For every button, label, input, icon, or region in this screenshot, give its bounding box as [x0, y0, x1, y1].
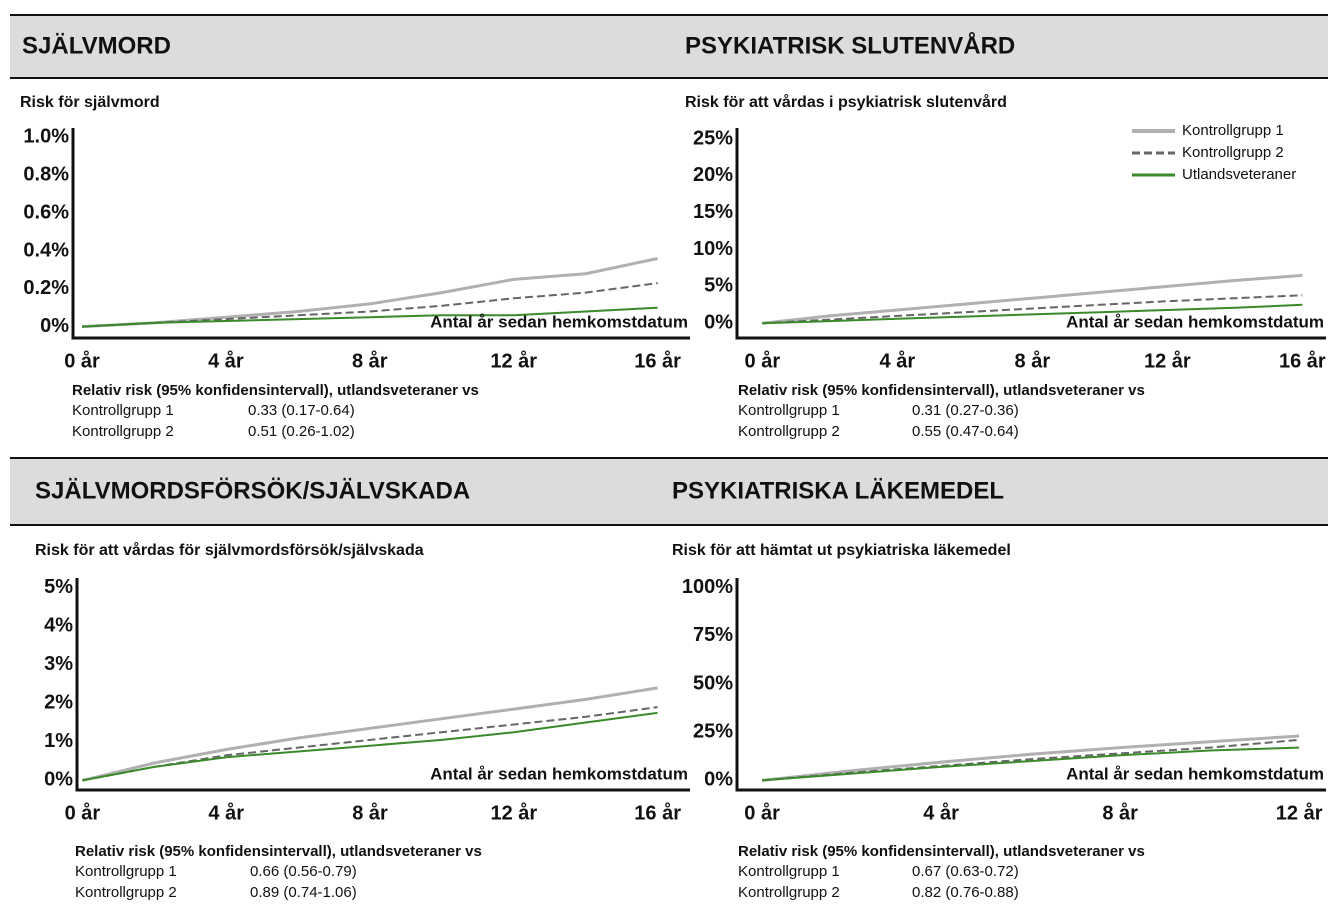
y-tick-label: 0%: [40, 315, 69, 337]
x-tick-label: 4 år: [208, 801, 244, 824]
y-tick-label: 4%: [44, 614, 73, 636]
x-tick-label: 12 år: [1276, 801, 1323, 824]
y-tick-label: 100%: [682, 576, 733, 598]
x-tick-label: 16 år: [634, 801, 681, 824]
footnote-value: 0.31 (0.27-0.36): [912, 402, 1019, 419]
x-tick-label: 12 år: [490, 349, 537, 372]
y-tick-label: 75%: [693, 624, 733, 646]
series-line: [762, 294, 1303, 325]
footnote-group: Kontrollgrupp 2: [75, 884, 177, 901]
x-axis-label: Antal år sedan hemkomstdatum: [1066, 764, 1324, 783]
chart-subtitle: Risk för självmord: [20, 94, 160, 111]
x-tick-label: 0 år: [745, 349, 781, 372]
footnote-heading: Relativ risk (95% konfidensintervall), u…: [75, 843, 482, 860]
x-tick-label: 8 år: [352, 349, 388, 372]
x-tick-label: 0 år: [65, 801, 101, 824]
x-tick-label: 8 år: [1015, 349, 1051, 372]
y-tick-label: 0%: [44, 769, 73, 791]
footnote-value: 0.51 (0.26-1.02): [248, 423, 355, 440]
footnote-heading: Relativ risk (95% konfidensintervall), u…: [738, 843, 1145, 860]
y-tick-label: 3%: [44, 653, 73, 675]
y-tick-label: 25%: [693, 127, 733, 149]
series-line: [762, 303, 1303, 325]
footnote-group: Kontrollgrupp 1: [738, 863, 840, 880]
x-tick-label: 4 år: [880, 349, 916, 372]
series-line: [762, 273, 1303, 325]
x-tick-label: 12 år: [1144, 349, 1191, 372]
footnote-value: 0.82 (0.76-0.88): [912, 884, 1019, 901]
header-band: [10, 15, 1328, 78]
footnote-value: 0.89 (0.74-1.06): [250, 884, 357, 901]
footnote-group: Kontrollgrupp 2: [738, 423, 840, 440]
series-line: [761, 734, 1300, 782]
y-tick-label: 25%: [693, 720, 733, 742]
footnote-value: 0.66 (0.56-0.79): [250, 863, 357, 880]
y-tick-label: 0.6%: [23, 201, 69, 223]
series-line: [81, 306, 658, 328]
header-band: [10, 458, 1328, 525]
series-line: [82, 711, 658, 782]
footnote-group: Kontrollgrupp 2: [738, 884, 840, 901]
chart-subtitle: Risk för att vårdas för självmordsförsök…: [35, 541, 424, 559]
x-tick-label: 8 år: [1102, 801, 1138, 824]
y-tick-label: 50%: [693, 672, 733, 694]
footnote-group: Kontrollgrupp 1: [738, 402, 840, 419]
x-tick-label: 4 år: [923, 801, 959, 824]
y-tick-label: 1.0%: [23, 126, 69, 148]
footnote-group: Kontrollgrupp 1: [72, 402, 174, 419]
y-tick-label: 5%: [44, 576, 73, 598]
y-tick-label: 0.2%: [23, 277, 69, 299]
x-tick-label: 16 år: [634, 349, 681, 372]
series-line: [82, 686, 658, 782]
chart-title: SJÄLVMORD: [22, 32, 171, 59]
y-tick-label: 5%: [704, 275, 733, 297]
y-tick-label: 0.4%: [23, 239, 69, 261]
x-tick-label: 0 år: [64, 349, 100, 372]
x-tick-label: 4 år: [208, 349, 244, 372]
x-tick-label: 12 år: [490, 801, 537, 824]
x-axis-label: Antal år sedan hemkomstdatum: [1066, 312, 1324, 331]
y-tick-label: 15%: [693, 201, 733, 223]
series-line: [762, 746, 1300, 782]
y-tick-label: 10%: [693, 238, 733, 260]
legend-label: Utlandsveteraner: [1182, 166, 1296, 183]
y-tick-label: 2%: [44, 692, 73, 714]
x-tick-label: 8 år: [352, 801, 388, 824]
legend-label: Kontrollgrupp 1: [1182, 122, 1284, 139]
legend-label: Kontrollgrupp 2: [1182, 144, 1284, 161]
x-tick-label: 16 år: [1279, 349, 1326, 372]
footnote-value: 0.55 (0.47-0.64): [912, 423, 1019, 440]
x-tick-label: 0 år: [744, 801, 780, 824]
y-tick-label: 0.8%: [23, 164, 69, 186]
y-tick-label: 20%: [693, 164, 733, 186]
chart-subtitle: Risk för att hämtat ut psykiatriska läke…: [672, 542, 1011, 559]
chart-title: PSYKIATRISK SLUTENVÅRD: [685, 31, 1015, 59]
y-tick-label: 0%: [704, 769, 733, 791]
footnote-value: 0.67 (0.63-0.72): [912, 863, 1019, 880]
x-axis-label: Antal år sedan hemkomstdatum: [430, 764, 688, 783]
footnote-value: 0.33 (0.17-0.64): [248, 402, 355, 419]
footnote-heading: Relativ risk (95% konfidensintervall), u…: [738, 382, 1145, 399]
chart-subtitle: Risk för att vårdas i psykiatrisk sluten…: [685, 93, 1007, 111]
footnote-group: Kontrollgrupp 1: [75, 863, 177, 880]
x-axis-label: Antal år sedan hemkomstdatum: [430, 312, 688, 331]
footnote-group: Kontrollgrupp 2: [72, 423, 174, 440]
chart-title: SJÄLVMORDSFÖRSÖK/SJÄLVSKADA: [35, 477, 470, 504]
y-tick-label: 1%: [44, 730, 73, 752]
chart-title: PSYKIATRISKA LÄKEMEDEL: [672, 477, 1004, 504]
y-tick-label: 0%: [704, 312, 733, 334]
footnote-heading: Relativ risk (95% konfidensintervall), u…: [72, 382, 479, 399]
